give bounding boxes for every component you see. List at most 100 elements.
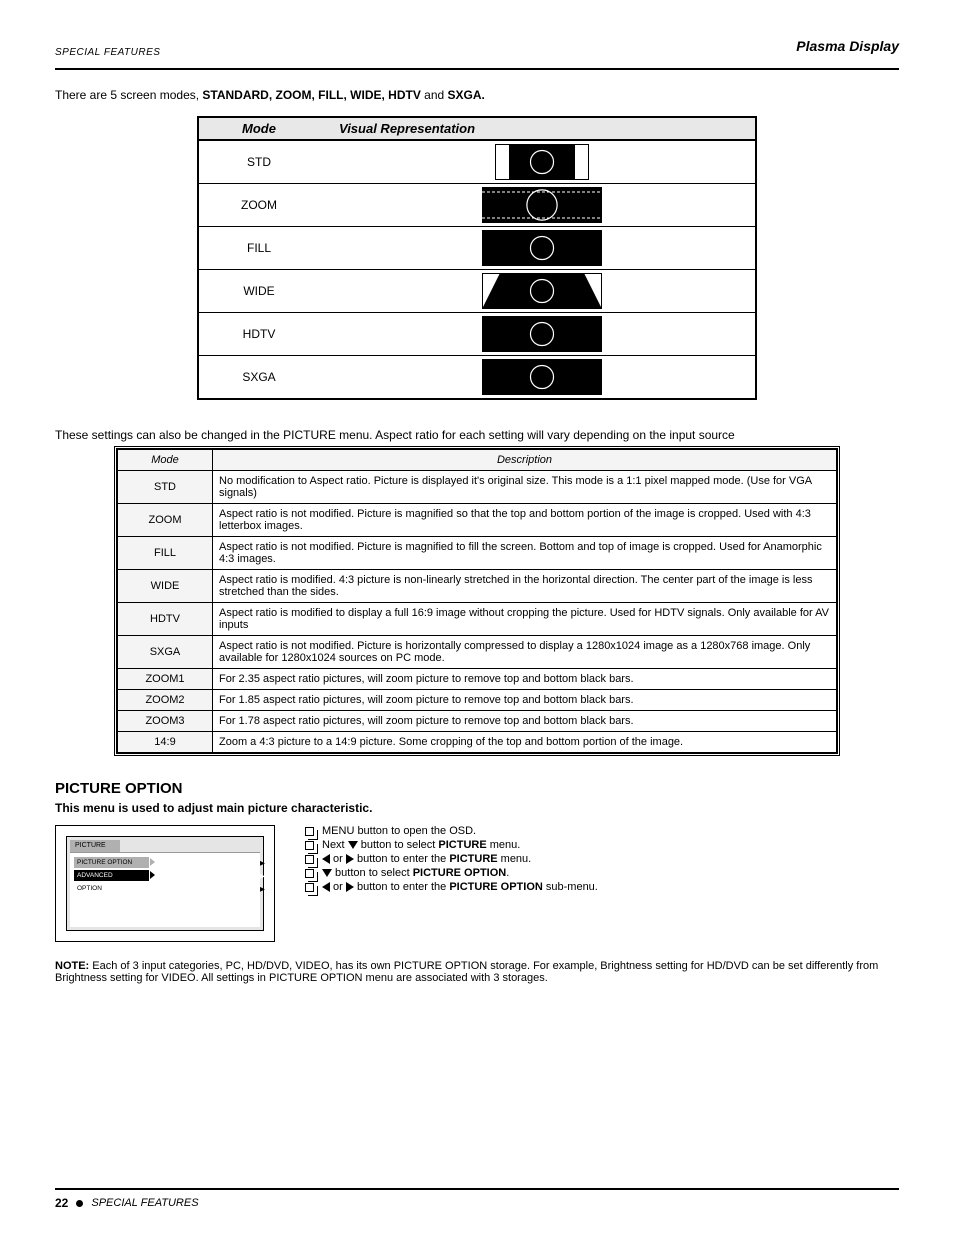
document-page: SPECIAL FEATURES Plasma Display There ar… <box>0 0 954 1235</box>
screen-mode-col-mode: Mode <box>209 121 309 136</box>
osd-panel: PICTURE OPTION▶ ADVANCED▶ OPTION▶ <box>70 852 260 927</box>
footer-line: 22 SPECIAL FEATURES <box>55 1196 899 1210</box>
triangle-right-icon <box>346 882 354 892</box>
aspect-mode-cell: ZOOM1 <box>118 669 213 690</box>
triangle-down-icon <box>348 841 358 849</box>
step-5-t0: or <box>330 881 346 893</box>
step-5-t2: sub-menu. <box>543 881 598 893</box>
aspect-table-row: ZOOM1For 2.35 aspect ratio pictures, wil… <box>118 669 837 690</box>
footer-section-text: SPECIAL FEATURES <box>91 1197 198 1209</box>
osd-preview-frame: PICTURE PICTURE OPTION▶ ADVANCED▶ OPTION▶ <box>55 825 275 942</box>
aspect-desc-cell: Aspect ratio is not modified. Picture is… <box>213 504 837 537</box>
chevron-right-icon: ▶ <box>260 872 265 880</box>
step-5: or button to enter the PICTURE OPTION su… <box>305 881 598 893</box>
step-3-bold: PICTURE <box>449 853 497 865</box>
aspect-table-row: ZOOM3For 1.78 aspect ratio pictures, wil… <box>118 711 837 732</box>
aspect-desc-cell: Aspect ratio is not modified. Picture is… <box>213 636 837 669</box>
step-combined-2-3: Next button to select PICTURE menu. <box>305 839 598 851</box>
osd-menu-item: ADVANCED▶ <box>74 870 149 881</box>
aspect-table-wrap: Mode Description STDNo modification to A… <box>114 446 840 756</box>
intro-prefix: There are 5 screen modes, <box>55 88 202 102</box>
step-bullet-icon <box>305 855 314 864</box>
screen-mode-row: STD <box>199 141 755 184</box>
footer-rule <box>55 1188 899 1190</box>
step-bullet-icon <box>305 869 314 878</box>
screen-mode-visual <box>339 144 745 180</box>
aspect-table-body: STDNo modification to Aspect ratio. Pict… <box>118 471 837 753</box>
chevron-right-icon: ▶ <box>260 885 265 893</box>
aspect-desc-cell: Aspect ratio is not modified. Picture is… <box>213 537 837 570</box>
aspect-mode-cell: ZOOM2 <box>118 690 213 711</box>
aspect-table-row: SXGAAspect ratio is not modified. Pictur… <box>118 636 837 669</box>
aspect-table-header-row: Mode Description <box>118 450 837 471</box>
aspect-mode-cell: ZOOM3 <box>118 711 213 732</box>
intro-bold: STANDARD, ZOOM, FILL, WIDE, HDTV <box>202 88 420 102</box>
screen-mode-name: SXGA <box>209 370 309 384</box>
aspect-mode-cell: FILL <box>118 537 213 570</box>
instruction-steps: MENU button to open the OSD. Next button… <box>305 825 598 895</box>
intro-bold2: SXGA. <box>448 88 485 102</box>
screen-mode-name: WIDE <box>209 284 309 298</box>
screen-mode-rows-container: STD ZOOM FILL WIDE HDTV SXGA <box>199 141 755 398</box>
aspect-mode-cell: 14:9 <box>118 732 213 753</box>
chevron-right-icon: ▶ <box>260 859 265 867</box>
footer-page-number: 22 <box>55 1196 68 1210</box>
header-left-text: SPECIAL FEATURES <box>55 47 160 58</box>
step-5-t1: button to enter the <box>354 881 449 893</box>
triangle-left-icon <box>322 854 330 864</box>
aspect-th-mode: Mode <box>118 450 213 471</box>
step-3-t2: menu. <box>498 853 532 865</box>
step-2-bold: PICTURE <box>438 839 486 851</box>
aspect-desc-cell: Aspect ratio is modified. 4:3 picture is… <box>213 570 837 603</box>
triangle-down-icon <box>322 869 332 877</box>
aspect-desc-cell: Zoom a 4:3 picture to a 14:9 picture. So… <box>213 732 837 753</box>
aspect-table-row: ZOOM2For 1.85 aspect ratio pictures, wil… <box>118 690 837 711</box>
intro-suffix: and <box>421 88 448 102</box>
step-3: or button to enter the PICTURE menu. <box>305 853 598 865</box>
step-3-t0: or <box>330 853 346 865</box>
note-label: NOTE: <box>55 960 89 972</box>
aspect-mode-cell: WIDE <box>118 570 213 603</box>
aspect-table-row: HDTVAspect ratio is modified to display … <box>118 603 837 636</box>
step-4-bold: PICTURE OPTION <box>413 867 507 879</box>
screen-mode-visual <box>339 359 745 395</box>
aspect-desc-cell: Aspect ratio is modified to display a fu… <box>213 603 837 636</box>
aspect-mode-cell: HDTV <box>118 603 213 636</box>
osd-menu-item: OPTION▶ <box>74 883 149 894</box>
aspect-table: Mode Description STDNo modification to A… <box>117 449 837 753</box>
header-right-text: Plasma Display <box>796 38 899 54</box>
step-4: button to select PICTURE OPTION. <box>305 867 598 879</box>
triangle-left-icon <box>322 882 330 892</box>
aspect-table-row: 14:9Zoom a 4:3 picture to a 14:9 picture… <box>118 732 837 753</box>
step-bullet-icon <box>305 827 314 836</box>
screen-mode-name: HDTV <box>209 327 309 341</box>
step-3-text: or button to enter the PICTURE menu. <box>322 853 531 865</box>
step-1: MENU button to open the OSD. <box>305 825 598 837</box>
aspect-desc-cell: For 1.85 aspect ratio pictures, will zoo… <box>213 690 837 711</box>
screen-mode-header-row: Mode Visual Representation <box>199 118 755 141</box>
osd-screen: PICTURE PICTURE OPTION▶ ADVANCED▶ OPTION▶ <box>66 836 264 931</box>
step-bullet-icon <box>305 883 314 892</box>
screen-mode-row: FILL <box>199 227 755 270</box>
osd-menu-item: PICTURE OPTION▶ <box>74 857 149 868</box>
screen-mode-row: WIDE <box>199 270 755 313</box>
header-rule <box>55 68 899 70</box>
step-bullet-icon <box>305 841 314 850</box>
aspect-caption: These settings can also be changed in th… <box>55 428 899 442</box>
screen-mode-col-visual: Visual Representation <box>339 121 475 136</box>
aspect-desc-cell: No modification to Aspect ratio. Picture… <box>213 471 837 504</box>
osd-tab-label: PICTURE <box>75 842 106 849</box>
aspect-table-row: FILLAspect ratio is not modified. Pictur… <box>118 537 837 570</box>
screen-mode-visual <box>339 316 745 352</box>
page-header: SPECIAL FEATURES Plasma Display <box>55 42 899 60</box>
aspect-mode-cell: ZOOM <box>118 504 213 537</box>
aspect-mode-cell: STD <box>118 471 213 504</box>
osd-and-steps-row: PICTURE PICTURE OPTION▶ADVANCED▶OPTION▶ … <box>55 825 899 942</box>
screen-mode-visual <box>339 230 745 266</box>
section-title: PICTURE OPTION <box>55 780 899 797</box>
step-5-bold: PICTURE OPTION <box>449 881 543 893</box>
screen-mode-name: ZOOM <box>209 198 309 212</box>
aspect-table-row: STDNo modification to Aspect ratio. Pict… <box>118 471 837 504</box>
aspect-table-row: WIDEAspect ratio is modified. 4:3 pictur… <box>118 570 837 603</box>
step-4-t1: . <box>506 867 509 879</box>
